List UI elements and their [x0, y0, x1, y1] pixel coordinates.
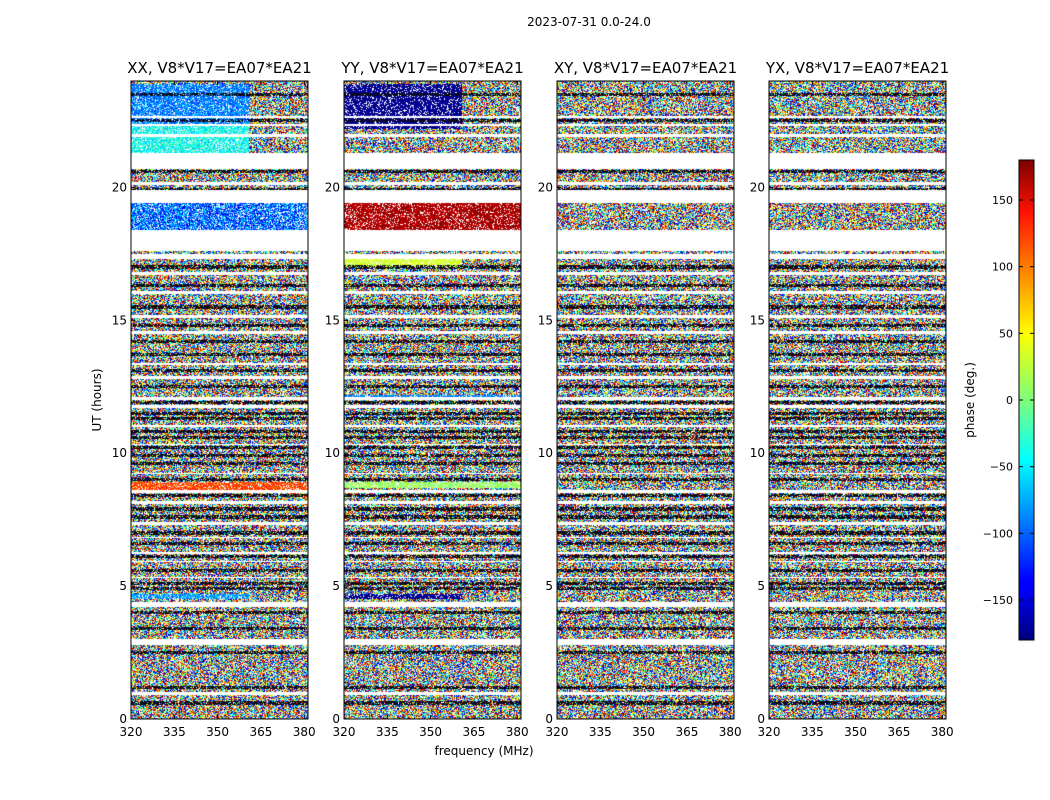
x-tick-label: 335 [376, 725, 399, 739]
colorbar-tick-label: 50 [999, 327, 1013, 340]
x-tick-label: 335 [801, 725, 824, 739]
x-tick-label: 380 [293, 725, 316, 739]
x-tick-label: 320 [120, 725, 143, 739]
heatmap-image [344, 81, 521, 719]
y-tick-label: 20 [112, 180, 127, 194]
y-tick-label: 0 [119, 712, 127, 726]
colorbar-label: phase (deg.) [963, 362, 977, 438]
y-tick-label: 20 [538, 180, 553, 194]
y-tick-label: 20 [325, 180, 340, 194]
heatmap-image [557, 81, 734, 719]
panel-frame [130, 80, 309, 720]
x-tick-label: 350 [206, 725, 229, 739]
y-tick-label: 15 [325, 313, 340, 327]
x-tick-label: 365 [462, 725, 485, 739]
x-axis-label: frequency (MHz) [434, 744, 533, 758]
colorbar-ticks: −150 −100 −50 0 50 100 150 [983, 194, 1034, 607]
y-tick-label: 10 [750, 446, 765, 460]
colorbar: −150 −100 −50 0 50 100 150 phase (deg.) [963, 159, 1035, 641]
y-tick-label: 10 [325, 446, 340, 460]
y-tick-label: 20 [750, 180, 765, 194]
y-tick-label: 5 [757, 579, 765, 593]
y-tick-label: 15 [750, 313, 765, 327]
x-tick-label: 350 [419, 725, 442, 739]
x-tick-label: 335 [589, 725, 612, 739]
panel-frame [768, 80, 947, 720]
y-tick-label: 15 [538, 313, 553, 327]
y-tick-label: 0 [332, 712, 340, 726]
panel-title: YX, V8*V17=EA07*EA21 [765, 59, 949, 77]
y-tick-label: 5 [332, 579, 340, 593]
colorbar-tick-label: −150 [983, 594, 1013, 607]
heatmap-image [131, 81, 308, 719]
colorbar-tick-label: −100 [983, 527, 1013, 540]
panel-frame [343, 80, 522, 720]
heatmap-panel-yy: YY, V8*V17=EA07*EA21 320 335 350 365 380 0 5 10 1… [325, 59, 529, 739]
x-tick-label: 320 [758, 725, 781, 739]
colorbar-tick-label: 100 [992, 261, 1013, 274]
x-tick-label: 380 [931, 725, 954, 739]
panel-title: XX, V8*V17=EA07*EA21 [127, 59, 311, 77]
heatmap-panel-xy: XY, V8*V17=EA07*EA21 320 335 350 365 380 0 5 10 1… [538, 59, 742, 739]
x-tick-label: 335 [163, 725, 186, 739]
heatmap-panel-xx: XX, V8*V17=EA07*EA21 320 335 350 365 380 0 5 10 1… [112, 59, 316, 739]
colorbar-tick-label: 150 [992, 194, 1013, 207]
x-tick-label: 380 [719, 725, 742, 739]
x-tick-label: 365 [249, 725, 272, 739]
y-tick-label: 10 [112, 446, 127, 460]
x-tick-label: 320 [333, 725, 356, 739]
panel-title: XY, V8*V17=EA07*EA21 [554, 59, 737, 77]
y-tick-label: 0 [545, 712, 553, 726]
y-axis-label: UT (hours) [90, 368, 104, 431]
panel-frame [556, 80, 735, 720]
heatmap-panel-yx: YX, V8*V17=EA07*EA21 320 335 350 365 380 0 5 10 1… [750, 59, 954, 739]
y-tick-label: 15 [112, 313, 127, 327]
x-tick-label: 320 [546, 725, 569, 739]
panel-title: YY, V8*V17=EA07*EA21 [340, 59, 523, 77]
x-tick-label: 365 [675, 725, 698, 739]
y-tick-label: 5 [545, 579, 553, 593]
heatmap-panels: XX, V8*V17=EA07*EA21 320 335 350 365 380 0 5 10 1… [112, 59, 954, 739]
x-tick-label: 350 [844, 725, 867, 739]
y-tick-label: 0 [757, 712, 765, 726]
colorbar-tick-label: −50 [990, 461, 1013, 474]
colorbar-tick-label: 0 [1006, 394, 1013, 407]
figure-suptitle: 2023-07-31 0.0-24.0 [527, 15, 651, 29]
x-tick-label: 380 [506, 725, 529, 739]
x-tick-label: 350 [632, 725, 655, 739]
y-tick-label: 5 [119, 579, 127, 593]
x-tick-label: 365 [887, 725, 910, 739]
y-tick-label: 10 [538, 446, 553, 460]
heatmap-image [769, 81, 946, 719]
